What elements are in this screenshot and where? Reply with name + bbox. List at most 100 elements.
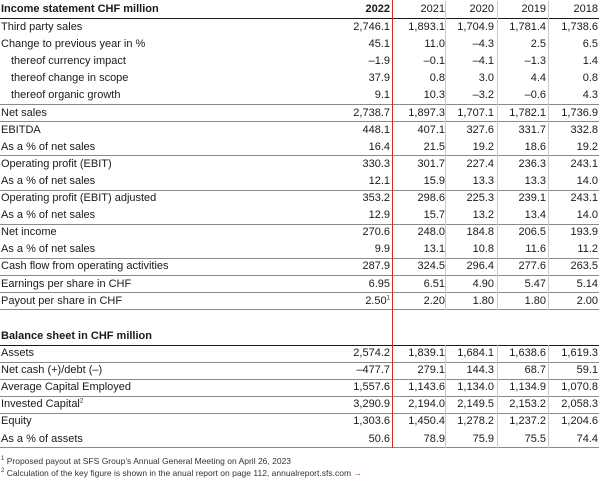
cell-value: 45.1 xyxy=(368,38,390,51)
cell-value: 5.14 xyxy=(576,277,598,290)
income-row: Operating profit (EBIT) 330.3 301.7 227.4 23… xyxy=(0,156,599,173)
income-row: Third party sales 2,746.1 1,893.1 1,704.9 1,… xyxy=(0,19,599,36)
row-label: Operating profit (EBIT) xyxy=(1,157,112,170)
cell-value: 14.0 xyxy=(576,209,598,222)
cell-value: 2,058.3 xyxy=(561,398,598,411)
cell-value: 2,149.5 xyxy=(457,398,494,411)
row-label: Invested Capital2 xyxy=(1,398,84,411)
row-label: Cash flow from operating activities xyxy=(1,260,169,273)
income-row: Cash flow from operating activities 287.9… xyxy=(0,258,599,275)
cell-value: 2,746.1 xyxy=(353,21,390,33)
cell-value: 50.6 xyxy=(368,432,390,445)
cell-value: 2.501 xyxy=(365,294,390,307)
footnote-text: Proposed payout at SFS Group’s Annual Ge… xyxy=(6,456,292,466)
column-separator xyxy=(445,1,446,310)
row-label: thereof organic growth xyxy=(11,89,121,102)
row-divider xyxy=(0,309,599,311)
cell-value: 1,704.9 xyxy=(457,21,494,33)
cell-value: 1.80 xyxy=(524,294,546,307)
income-row: As a % of net sales 16.4 21.5 19.2 18.6 19.2 xyxy=(0,139,599,156)
income-row: thereof currency impact –1.9 –0.1 –4.1 –1.3 1… xyxy=(0,53,599,70)
column-separator xyxy=(497,1,498,310)
cell-value: 1,450.4 xyxy=(408,415,445,428)
cell-value: 3.0 xyxy=(478,72,494,85)
cell-value: 1,839.1 xyxy=(408,347,445,359)
cell-value: –477.7 xyxy=(356,364,390,377)
cell-value: 1,707.1 xyxy=(457,106,494,119)
income-row: Operating profit (EBIT) adjusted 353.2 298… xyxy=(0,190,599,207)
cell-value: 75.9 xyxy=(472,432,494,445)
cell-value: 13.2 xyxy=(472,209,494,222)
income-row: Payout per share in CHF 2.501 2.20 1.80 1.80… xyxy=(0,293,599,310)
cell-value: 2,738.7 xyxy=(353,106,390,119)
cell-value: 225.3 xyxy=(466,192,494,204)
cell-value: 448.1 xyxy=(362,123,390,136)
cell-value: 13.3 xyxy=(472,174,494,187)
income-row: Change to previous year in % 45.1 11.0 –4.3… xyxy=(0,36,599,53)
cell-value: 6.5 xyxy=(582,38,598,51)
cell-value: 4.3 xyxy=(582,89,598,102)
income-row: thereof change in scope 37.9 0.8 3.0 4.4 0.8 xyxy=(0,70,599,87)
cell-value: 206.5 xyxy=(518,226,546,239)
row-label: Net income xyxy=(1,226,57,239)
balance-row: Average Capital Employed 1,557.6 1,143.6 1,… xyxy=(0,379,599,396)
cell-value: 243.1 xyxy=(570,192,598,204)
income-row: Net income 270.6 248.0 184.8 206.5 193.9 xyxy=(0,224,599,241)
row-label: Payout per share in CHF xyxy=(1,294,123,307)
row-divider xyxy=(0,345,599,346)
cell-value: 16.4 xyxy=(368,140,390,153)
footnote-marker: 1 xyxy=(1,456,5,463)
cell-value: 1,893.1 xyxy=(408,21,445,33)
arrow-icon[interactable]: → xyxy=(353,468,362,478)
cell-value: 12.1 xyxy=(368,174,390,187)
footnote-text: Calculation of the key figure is shown i… xyxy=(6,468,352,478)
row-label: Average Capital Employed xyxy=(1,381,132,394)
cell-value: 144.3 xyxy=(466,364,494,377)
balance-header-row: Balance sheet in CHF million xyxy=(0,328,599,345)
cell-value: 13.1 xyxy=(423,243,445,256)
cell-value: 184.8 xyxy=(466,226,494,239)
income-statement-title: Income statement CHF million xyxy=(1,3,159,15)
cell-value: 287.9 xyxy=(362,260,390,273)
row-divider xyxy=(0,18,599,19)
cell-value: 1,070.8 xyxy=(561,381,598,394)
cell-value: 5.47 xyxy=(524,277,546,290)
cell-value: 1,303.6 xyxy=(353,415,390,428)
cell-value: 1.80 xyxy=(472,294,494,307)
cell-value: 2,574.2 xyxy=(353,347,390,359)
cell-value: 193.9 xyxy=(570,226,598,239)
row-divider xyxy=(0,121,599,123)
cell-value: 3,290.9 xyxy=(353,398,390,411)
cell-value: 1,204.6 xyxy=(561,415,598,428)
row-label: EBITDA xyxy=(1,123,41,136)
balance-row: Equity 1,303.6 1,450.4 1,278.2 1,237.2 1,204.… xyxy=(0,413,599,430)
cell-value: 9.1 xyxy=(374,89,390,102)
cell-value: 19.2 xyxy=(472,140,494,153)
row-divider xyxy=(0,292,599,294)
cell-value: 227.4 xyxy=(466,157,494,170)
cell-value: 2.00 xyxy=(576,294,598,307)
row-label: thereof currency impact xyxy=(11,55,126,68)
cell-value: 59.1 xyxy=(576,364,598,377)
cell-value: 1,738.6 xyxy=(561,21,598,33)
cell-value: 75.5 xyxy=(524,432,546,445)
income-row: As a % of net sales 9.9 13.1 10.8 11.6 11.2 xyxy=(0,241,599,258)
cell-value: 1,619.3 xyxy=(561,347,598,359)
cell-value: 15.9 xyxy=(423,174,445,187)
cell-value: 2,194.0 xyxy=(408,398,445,411)
row-divider xyxy=(0,361,599,363)
year-header-2018: 2018 xyxy=(573,3,598,15)
cell-value: 1,557.6 xyxy=(353,381,390,394)
cell-value: 1,684.1 xyxy=(457,347,494,359)
row-label: As a % of net sales xyxy=(1,140,96,153)
balance-sheet-title: Balance sheet in CHF million xyxy=(1,330,152,342)
row-label: As a % of assets xyxy=(1,432,83,445)
cell-value: 6.51 xyxy=(423,277,445,290)
cell-value: 10.3 xyxy=(423,89,445,102)
cell-value: –1.3 xyxy=(524,55,546,68)
cell-value: 1,278.2 xyxy=(457,415,494,428)
row-label: Assets xyxy=(1,347,35,359)
cell-value: 236.3 xyxy=(518,157,546,170)
cell-value: 298.6 xyxy=(417,192,445,204)
cell-value: 15.7 xyxy=(423,209,445,222)
